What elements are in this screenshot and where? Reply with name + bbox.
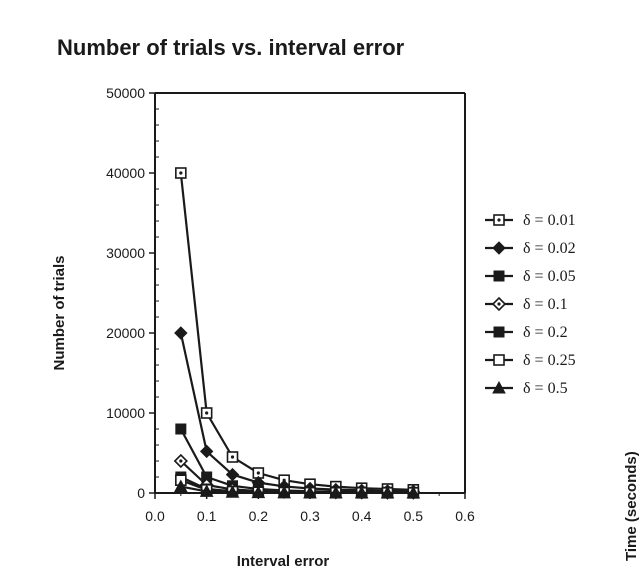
legend-label: δ = 0.5 (523, 380, 568, 397)
y-tick-label: 20000 (106, 325, 145, 341)
series-line (179, 332, 414, 493)
legend-marker (493, 326, 505, 338)
legend-item: δ = 0.1 (485, 296, 568, 313)
data-point (226, 451, 239, 463)
legend-marker (492, 241, 506, 255)
data-point (174, 326, 188, 340)
legend-marker (493, 354, 505, 366)
legend-label: δ = 0.05 (523, 268, 576, 285)
x-axis-label: Interval error (237, 553, 330, 570)
legend-marker (493, 214, 505, 226)
series-layer (173, 167, 421, 500)
data-point (175, 423, 187, 435)
data-point (173, 479, 188, 493)
y-axis-label: Number of trials (51, 255, 68, 370)
series-line (180, 485, 414, 495)
legend-label: δ = 0.25 (523, 352, 576, 369)
x-tick-label: 0.2 (249, 508, 269, 524)
legend-item: δ = 0.25 (485, 352, 576, 369)
y-tick-label: 30000 (106, 245, 145, 261)
legend-item: δ = 0.01 (485, 212, 576, 229)
x-tick-label: 0.3 (300, 508, 320, 524)
legend-item: δ = 0.2 (485, 324, 568, 341)
legend-label: δ = 0.1 (523, 296, 568, 313)
data-point (175, 167, 187, 179)
data-point (380, 485, 395, 499)
x-tick-label: 0.1 (197, 508, 217, 524)
plot-frame (154, 92, 466, 494)
y-tick-label: 10000 (106, 405, 145, 421)
legend-label: δ = 0.02 (523, 240, 576, 257)
legend-item: δ = 0.05 (485, 268, 576, 285)
x-tick-label: 0.5 (404, 508, 424, 524)
legend: δ = 0.01 δ = 0.02 δ = 0.05 δ = 0.1 δ = 0.2 δ … (485, 212, 576, 397)
legend-marker (491, 296, 507, 312)
legend-label: δ = 0.2 (523, 324, 568, 341)
legend-item: δ = 0.5 (485, 380, 568, 397)
legend-marker (493, 270, 505, 282)
cropped-side-label: Time (seconds) (623, 451, 640, 561)
data-point (173, 453, 188, 469)
data-point (277, 485, 292, 499)
y-tick-label: 0 (137, 485, 145, 501)
data-point (303, 485, 317, 499)
x-tick-label: 0.4 (352, 508, 372, 524)
data-point (251, 485, 266, 499)
data-point (225, 485, 240, 498)
data-point (199, 484, 214, 497)
data-point (200, 407, 213, 419)
data-point (406, 485, 421, 499)
data-point (354, 485, 369, 499)
data-point (199, 444, 214, 459)
data-point (328, 485, 343, 499)
legend-marker (492, 380, 506, 394)
legend-label: δ = 0.01 (523, 212, 576, 229)
x-tick-label: 0.0 (145, 508, 165, 524)
axis-ticks: 0.0 0.1 0.2 0.3 0.4 0.5 0.6 0 10000 20000 30000 400… (106, 85, 475, 524)
x-tick-label: 0.6 (455, 508, 475, 524)
series-line (179, 172, 414, 491)
legend-item: δ = 0.02 (485, 240, 576, 257)
y-tick-label: 50000 (106, 85, 145, 101)
y-tick-label: 40000 (106, 165, 145, 181)
chart-title: Number of trials vs. interval error (57, 35, 405, 60)
